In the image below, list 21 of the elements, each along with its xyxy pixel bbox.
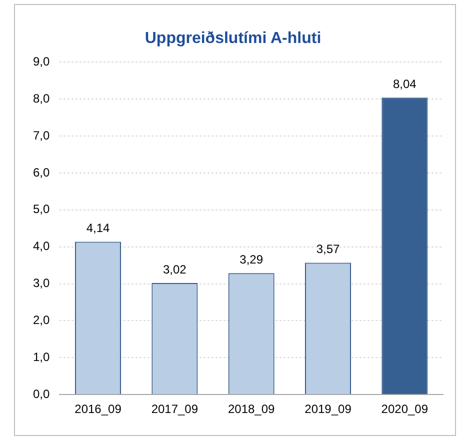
y-tick-label: 2,0: [32, 313, 50, 328]
y-tick-label: 1,0: [32, 350, 50, 364]
y-tick-label: 8,0: [32, 91, 50, 106]
y-tick-label: 7,0: [32, 128, 50, 142]
data-label: 4,14: [86, 221, 110, 236]
x-tick-label: 2020_09: [381, 402, 428, 416]
x-tick-label: 2019_09: [304, 402, 352, 416]
y-tick-label: 0,0: [32, 386, 50, 401]
x-tick-label: 2018_09: [228, 402, 276, 416]
data-label: 3,02: [162, 262, 187, 276]
y-tick-label: 6,0: [32, 165, 50, 180]
x-tick-label: 2016_09: [74, 402, 122, 416]
y-tick-label: 9,0: [32, 54, 50, 69]
data-label: 8,04: [392, 76, 417, 91]
data-label: 3,57: [316, 242, 340, 256]
y-tick-label: 4,0: [32, 239, 50, 254]
data-label: 3,29: [240, 252, 264, 266]
x-tick-label: 2017_09: [151, 402, 198, 416]
y-tick-label: 5,0: [32, 202, 50, 216]
chart-title: Uppgreiðslutími A-hluti: [144, 30, 322, 48]
y-tick-label: 3,0: [32, 276, 50, 290]
